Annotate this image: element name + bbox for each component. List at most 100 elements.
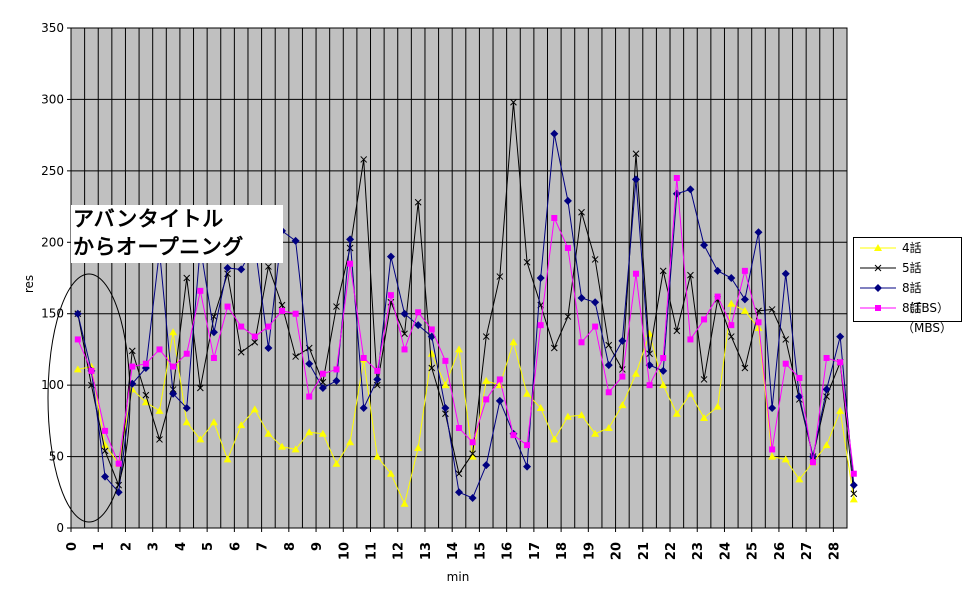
legend-label: 8話（TBS） <box>902 281 949 315</box>
data-point <box>455 470 463 478</box>
data-point <box>155 406 164 414</box>
data-point <box>523 258 531 266</box>
x-tick-label: 9 <box>310 542 325 551</box>
data-point <box>713 266 722 275</box>
data-point <box>837 359 844 366</box>
data-point <box>456 425 462 431</box>
data-point <box>360 355 367 361</box>
data-point <box>278 301 286 309</box>
series-line <box>77 102 855 494</box>
data-point <box>73 309 82 318</box>
data-point <box>687 336 694 343</box>
data-point <box>442 357 449 364</box>
data-point <box>400 309 409 318</box>
data-point <box>769 446 776 453</box>
data-point <box>387 292 394 299</box>
x-tick-label: 4 <box>174 542 189 551</box>
data-point <box>318 429 327 437</box>
legend-marker <box>874 264 882 272</box>
legend-marker <box>875 305 881 311</box>
x-tick-label: 18 <box>555 542 570 560</box>
data-point <box>142 360 149 367</box>
y-tick-label: 300 <box>41 92 64 106</box>
series-3 <box>74 175 857 477</box>
legend-label: 4話 <box>902 241 922 255</box>
data-point <box>781 455 790 463</box>
data-point <box>483 396 490 403</box>
x-tick-label: 27 <box>800 542 815 560</box>
horizontal-grid <box>67 27 847 529</box>
data-point <box>319 370 326 377</box>
data-point <box>604 361 613 370</box>
legend-item-ep8-tbs: 8話（TBS） <box>854 278 961 315</box>
data-point <box>849 481 858 490</box>
data-point <box>687 271 694 279</box>
data-point <box>659 381 668 389</box>
legend-swatch <box>860 264 896 272</box>
plot-area <box>70 27 848 529</box>
data-point <box>305 428 314 436</box>
data-point <box>631 369 640 377</box>
data-point <box>169 328 178 336</box>
data-point <box>577 411 586 419</box>
x-tick-label: 6 <box>228 542 243 551</box>
data-point <box>550 435 559 443</box>
legend-label: 8話（MBS） <box>902 301 952 335</box>
data-point <box>305 359 314 368</box>
x-tick-label: 10 <box>337 542 352 560</box>
x-tick-label: 17 <box>528 542 543 560</box>
x-tick-label: 19 <box>582 542 597 560</box>
series-0 <box>73 299 858 507</box>
data-point <box>646 382 653 389</box>
data-point <box>523 462 532 471</box>
data-point <box>578 208 585 216</box>
data-point <box>809 459 816 466</box>
data-point <box>850 490 858 498</box>
data-point <box>183 274 191 282</box>
data-point <box>141 398 150 406</box>
data-point <box>455 345 463 353</box>
legend-swatch <box>860 305 896 311</box>
data-point <box>292 353 299 360</box>
data-point <box>592 323 599 330</box>
data-point <box>441 404 450 412</box>
data-point <box>672 189 681 198</box>
data-point <box>754 228 763 237</box>
data-point <box>428 326 435 333</box>
data-point <box>660 355 667 361</box>
data-point <box>101 472 110 481</box>
data-point <box>577 294 586 302</box>
data-point <box>333 303 340 310</box>
data-point <box>209 328 218 337</box>
data-point <box>768 306 776 313</box>
x-tick-label: 28 <box>827 542 842 560</box>
data-point <box>591 429 600 437</box>
data-point <box>564 245 571 251</box>
data-point <box>237 348 245 356</box>
data-point <box>700 241 709 250</box>
data-point <box>605 341 613 349</box>
data-point <box>414 198 422 206</box>
data-point <box>700 376 708 383</box>
data-point <box>728 322 735 329</box>
legend: 4話 5話 8話（TBS） 8話（MBS） <box>853 237 962 335</box>
data-point <box>156 346 163 353</box>
data-point <box>782 360 789 367</box>
data-point <box>823 355 830 361</box>
data-point <box>482 461 491 470</box>
x-tick-label: 3 <box>147 542 162 551</box>
data-point <box>306 393 313 400</box>
data-point <box>359 404 368 412</box>
data-point <box>196 384 204 392</box>
x-tick-label: 5 <box>201 542 216 551</box>
x-tick-label: 23 <box>691 542 706 560</box>
data-point <box>142 391 150 399</box>
x-tick-label: 12 <box>392 542 407 560</box>
data-point <box>564 313 572 320</box>
x-tick-label: 21 <box>637 542 652 560</box>
data-point <box>237 421 246 429</box>
data-point <box>346 235 355 244</box>
data-point <box>102 427 109 434</box>
legend-label: 5話 <box>902 261 922 275</box>
opening-ellipse <box>47 273 131 523</box>
